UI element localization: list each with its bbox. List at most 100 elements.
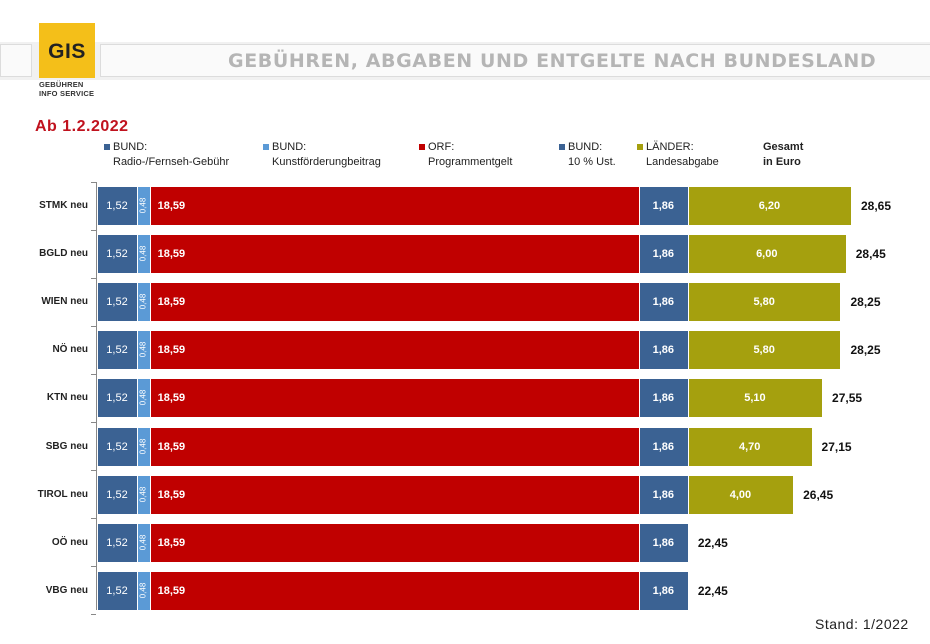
data-label: 1,52 <box>106 392 128 404</box>
data-label: 18,59 <box>157 392 186 404</box>
data-label: 1,52 <box>106 200 128 212</box>
logo-sub-line1: GEBÜHREN <box>39 80 84 89</box>
data-label: 18,59 <box>157 489 186 501</box>
bar-segment <box>149 572 639 610</box>
data-label: 4,00 <box>729 489 752 501</box>
bar-segment <box>149 524 639 562</box>
legend-item: BUND: Radio-/Fernseh-Gebühr <box>104 140 230 170</box>
legend-label-line2: Radio-/Fernseh-Gebühr <box>113 156 230 168</box>
page-title: GEBÜHREN, ABGABEN UND ENTGELTE NACH BUND… <box>228 50 877 72</box>
legend-item: ORF: Programmentgelt <box>419 140 512 170</box>
category-label: WIEN neu <box>41 296 88 307</box>
bar-segment <box>97 476 137 514</box>
legend-swatch <box>104 144 110 150</box>
data-label: 0,48 <box>138 486 148 503</box>
data-label: 1,52 <box>106 441 128 453</box>
legend-total-line2: in Euro <box>763 156 801 168</box>
category-label: OÖ neu <box>51 537 88 548</box>
bar-segment <box>687 331 841 369</box>
logo-subtitle: GEBÜHREN INFO SERVICE <box>39 80 94 98</box>
data-label: 0,48 <box>138 341 148 358</box>
data-label: 1,52 <box>106 489 128 501</box>
bar-segment <box>137 235 150 273</box>
bar-segment <box>638 572 688 610</box>
data-label: 1,86 <box>652 537 675 549</box>
category-label: VBG neu <box>45 585 88 596</box>
data-label: 1,86 <box>652 296 675 308</box>
bar-segment <box>687 379 823 417</box>
legend-label-line1: BUND: <box>568 141 603 153</box>
category-label: SBG neu <box>45 441 88 452</box>
date-label: Ab 1.2.2022 <box>35 118 129 135</box>
bar-segment <box>137 476 150 514</box>
legend-swatch <box>559 144 565 150</box>
total-label: 22,45 <box>697 584 728 598</box>
data-label: 0,48 <box>138 293 148 310</box>
data-label: 1,52 <box>106 248 128 260</box>
data-label: 6,20 <box>758 200 781 212</box>
bar-segment <box>137 331 150 369</box>
data-label: 0,48 <box>138 534 148 551</box>
bar-segment <box>97 572 137 610</box>
total-label: 28,65 <box>861 199 892 213</box>
category-label: NÖ neu <box>52 344 88 355</box>
data-label: 4,70 <box>738 441 761 453</box>
bar-segment <box>638 379 688 417</box>
header-title-panel <box>100 44 930 77</box>
bar-segment <box>149 283 639 321</box>
data-label: 5,10 <box>744 392 766 404</box>
bar-segment <box>687 476 794 514</box>
data-label: 6,00 <box>756 248 778 260</box>
data-label: 18,59 <box>157 200 186 212</box>
legend-swatch <box>263 144 269 150</box>
bar-segment <box>687 283 841 321</box>
bar-segment <box>97 235 137 273</box>
data-label: 1,52 <box>106 344 128 356</box>
bar-segment <box>97 428 137 466</box>
total-label: 22,45 <box>697 536 728 550</box>
category-label: KTN neu <box>46 392 88 403</box>
legend-label-line2: Landesabgabe <box>646 156 719 168</box>
data-label: 0,48 <box>138 197 148 214</box>
stand-footer: Stand: 1/2022 <box>815 616 909 632</box>
total-label: 28,45 <box>855 247 886 261</box>
bar-segment <box>137 428 150 466</box>
data-label: 5,80 <box>753 344 775 356</box>
bar-segment <box>137 524 150 562</box>
legend-label-line2: Kunstförderungbeitrag <box>272 156 381 168</box>
data-label: 1,86 <box>652 344 675 356</box>
axis-tick <box>91 278 96 279</box>
bar-segment <box>137 379 150 417</box>
axis-tick <box>91 326 96 327</box>
legend-item: BUND: Kunstförderungbeitrag <box>263 140 381 170</box>
axis-tick <box>91 182 96 183</box>
data-label: 1,52 <box>106 585 128 597</box>
bar-segment <box>638 331 688 369</box>
bar-segment <box>638 428 688 466</box>
axis-tick <box>91 470 96 471</box>
bar-segment <box>137 283 150 321</box>
legend-swatch <box>637 144 643 150</box>
data-label: 0,48 <box>138 582 148 599</box>
data-label: 1,86 <box>652 392 675 404</box>
data-label: 1,86 <box>652 585 675 597</box>
total-label: 28,25 <box>850 295 881 309</box>
bar-segment <box>97 331 137 369</box>
legend-total-line1: Gesamt <box>763 141 804 153</box>
data-label: 1,86 <box>652 248 675 260</box>
data-label: 0,48 <box>138 245 148 262</box>
total-label: 27,15 <box>821 440 852 454</box>
data-label: 18,59 <box>157 585 186 597</box>
axis-tick <box>91 614 96 615</box>
data-label: 1,86 <box>652 441 675 453</box>
axis-tick <box>91 422 96 423</box>
bar-segment <box>638 187 688 225</box>
bar-segment <box>149 235 639 273</box>
category-label: STMK neu <box>39 200 88 211</box>
data-label: 18,59 <box>157 296 186 308</box>
bar-segment <box>149 331 639 369</box>
legend-label-line1: LÄNDER: <box>646 141 694 153</box>
axis-tick <box>91 374 96 375</box>
bar-segment <box>97 283 137 321</box>
total-label: 27,55 <box>832 391 863 405</box>
